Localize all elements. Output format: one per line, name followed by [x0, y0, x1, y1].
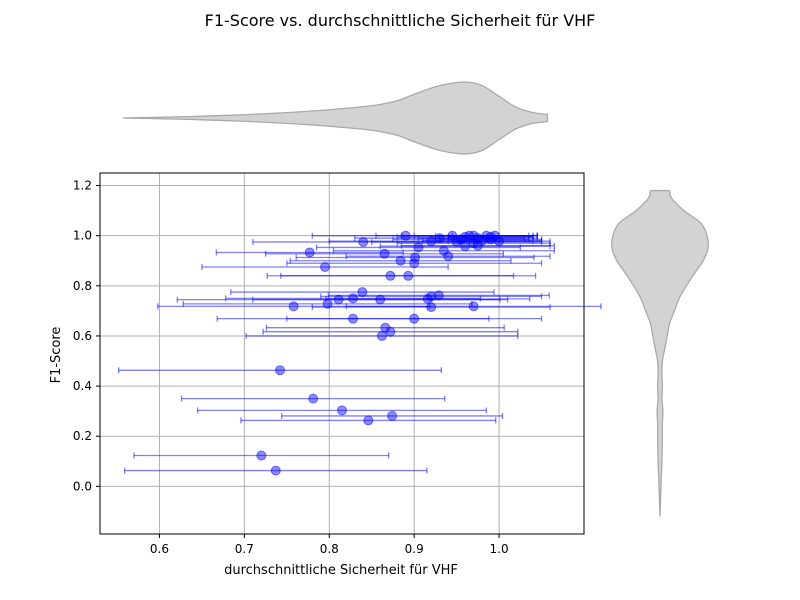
data-point — [375, 294, 386, 305]
y-tick-label: 0.2 — [73, 429, 92, 443]
data-point — [288, 301, 299, 312]
x-tick-label: 1.0 — [490, 542, 509, 556]
data-point — [358, 236, 369, 247]
data-point — [433, 290, 444, 301]
error-bar — [201, 264, 449, 271]
data-point — [337, 405, 347, 416]
data-point — [438, 245, 449, 256]
data-point — [363, 415, 374, 426]
data-point — [348, 313, 359, 324]
data-point — [400, 230, 411, 241]
error-bar — [265, 324, 505, 331]
error-bar — [280, 272, 537, 279]
error-bar — [196, 407, 488, 414]
data-point — [387, 410, 398, 421]
y-axis-ticks: 0.0 0.2 0.4 0.6 0.8 1.0 1.2 — [73, 179, 100, 493]
x-tick-label: 0.8 — [320, 542, 339, 556]
scatter-plot-area: 0.6 0.7 0.8 0.9 1.0 0.0 0.2 0.4 0.6 0.8 1.0 1.2 — [73, 172, 602, 556]
x-axis-ticks: 0.6 0.7 0.8 0.9 1.0 — [150, 534, 509, 556]
data-point — [426, 236, 437, 247]
data-point — [357, 287, 368, 298]
data-point — [322, 298, 333, 309]
data-point — [434, 233, 445, 244]
y-tick-label: 0.0 — [73, 479, 92, 493]
data-point — [379, 248, 390, 259]
data-point — [426, 291, 437, 302]
x-distribution-violin — [122, 81, 549, 155]
x-axis-label: durchschnittliche Sicherheit für VHF — [224, 563, 458, 578]
data-points — [256, 230, 505, 476]
x-tick-label: 0.9 — [405, 542, 424, 556]
data-point — [468, 301, 479, 312]
data-point — [275, 365, 286, 376]
data-point — [385, 270, 396, 281]
data-point — [320, 262, 331, 273]
error-bar — [286, 260, 543, 267]
error-bar — [295, 254, 535, 261]
data-point — [270, 465, 281, 476]
error-bar — [332, 247, 555, 254]
axes-frame — [99, 172, 585, 535]
data-point — [485, 231, 496, 242]
y-tick-label: 1.0 — [73, 229, 92, 243]
data-point — [304, 247, 315, 258]
y-distribution-violin — [611, 189, 709, 517]
error-bar — [345, 303, 602, 310]
data-point — [464, 230, 475, 241]
error-bar — [289, 257, 512, 264]
data-point — [413, 242, 424, 253]
error-bar — [118, 367, 442, 374]
error-bar — [123, 467, 428, 474]
x-tick-label: 0.7 — [235, 542, 254, 556]
error-bar — [262, 328, 519, 335]
data-point — [380, 322, 391, 333]
error-bar — [252, 296, 509, 303]
y-tick-label: 1.2 — [73, 179, 92, 193]
error-bar — [133, 452, 390, 459]
error-bar — [281, 412, 504, 419]
data-point — [395, 255, 406, 266]
data-point — [348, 293, 359, 304]
data-point — [426, 302, 437, 313]
data-point — [376, 330, 387, 341]
data-point — [455, 234, 466, 245]
data-point — [256, 450, 267, 461]
data-point — [410, 252, 421, 263]
error-bar — [286, 315, 543, 322]
chart-title: F1-Score vs. durchschnittliche Sicherhei… — [205, 11, 596, 30]
data-point — [403, 270, 414, 281]
data-point — [409, 313, 420, 324]
data-point — [447, 230, 458, 241]
data-point — [333, 294, 344, 305]
error-bar — [230, 289, 495, 296]
error-bar — [311, 304, 551, 311]
y-tick-label: 0.4 — [73, 379, 92, 393]
x-tick-label: 0.6 — [150, 542, 169, 556]
y-tick-label: 0.6 — [73, 329, 92, 343]
y-tick-label: 0.8 — [73, 279, 92, 293]
error-bar — [180, 395, 446, 402]
data-point — [308, 393, 319, 404]
y-axis-label: F1-Score — [49, 327, 64, 384]
x-violin-shape — [122, 81, 549, 155]
error-bar — [240, 417, 497, 424]
y-violin-shape — [611, 189, 709, 517]
data-point — [472, 233, 483, 244]
